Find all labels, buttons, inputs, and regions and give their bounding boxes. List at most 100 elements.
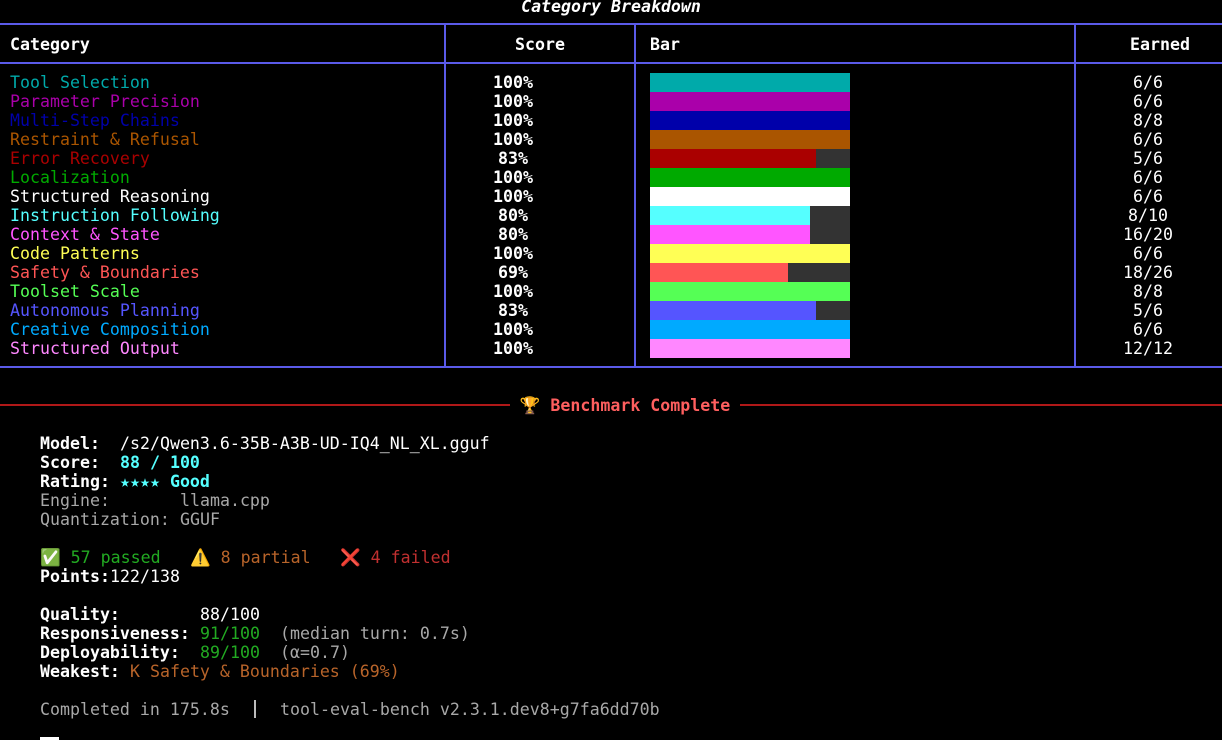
earned: 6/6 xyxy=(1133,73,1163,92)
bar xyxy=(650,168,850,187)
label: Points: xyxy=(40,567,110,586)
bar xyxy=(650,73,850,92)
rule xyxy=(0,404,510,406)
banner: 🏆 Benchmark Complete xyxy=(519,396,731,415)
header: Earned xyxy=(1130,35,1190,54)
score: 100% xyxy=(493,168,533,187)
score: 80% xyxy=(498,225,528,244)
earned: 12/12 xyxy=(1123,339,1173,358)
cursor xyxy=(40,737,59,740)
partial: ⚠️ 8 partial xyxy=(190,548,311,567)
note: (median turn: 0.7s) xyxy=(280,624,470,643)
bar xyxy=(650,244,850,263)
category: Parameter Precision xyxy=(10,92,200,111)
table-title: Category Breakdown xyxy=(521,0,701,16)
value: 91/100 xyxy=(200,624,260,643)
earned: 6/6 xyxy=(1133,130,1163,149)
bar xyxy=(650,187,850,206)
score: 100% xyxy=(493,111,533,130)
earned: 6/6 xyxy=(1133,320,1163,339)
label: Quality: xyxy=(40,605,120,624)
value: 88/100 xyxy=(200,605,260,624)
header: Bar xyxy=(650,35,680,54)
score: 100% xyxy=(493,187,533,206)
bar xyxy=(650,301,816,320)
separator xyxy=(254,700,256,718)
category: Localization xyxy=(10,168,130,187)
category: Instruction Following xyxy=(10,206,220,225)
score: 100% xyxy=(493,282,533,301)
border xyxy=(0,62,1222,64)
label: Quantization: xyxy=(40,510,170,529)
value: 122/138 xyxy=(110,567,180,586)
bar xyxy=(650,320,850,339)
score: 100% xyxy=(493,320,533,339)
bar xyxy=(650,225,810,244)
label: Rating: xyxy=(40,472,110,491)
label: Deployability: xyxy=(40,643,180,662)
label: Weakest: xyxy=(40,662,120,681)
bar xyxy=(650,263,788,282)
earned: 18/26 xyxy=(1123,263,1173,282)
score: 100% xyxy=(493,130,533,149)
score: 83% xyxy=(498,301,528,320)
value: /s2/Qwen3.6-35B-A3B-UD-IQ4_NL_XL.gguf xyxy=(120,434,490,453)
value: ★★★★ Good xyxy=(120,472,210,491)
value: 88 / 100 xyxy=(120,453,200,472)
label: Responsiveness: xyxy=(40,624,190,643)
passed: ✅ 57 passed xyxy=(40,548,161,567)
header: Score xyxy=(515,35,565,54)
value: llama.cpp xyxy=(180,491,270,510)
border xyxy=(444,23,446,368)
bar xyxy=(650,339,850,358)
bar xyxy=(650,282,850,301)
category: Multi-Step Chains xyxy=(10,111,180,130)
score: 80% xyxy=(498,206,528,225)
value: K Safety & Boundaries (69%) xyxy=(130,662,400,681)
border xyxy=(0,366,1222,368)
earned: 5/6 xyxy=(1133,301,1163,320)
score: 100% xyxy=(493,339,533,358)
category: Tool Selection xyxy=(10,73,150,92)
category: Toolset Scale xyxy=(10,282,140,301)
label: Engine: xyxy=(40,491,110,510)
bar xyxy=(650,130,850,149)
category: Autonomous Planning xyxy=(10,301,200,320)
score: 100% xyxy=(493,92,533,111)
rule xyxy=(740,404,1222,406)
earned: 6/6 xyxy=(1133,168,1163,187)
border xyxy=(0,23,1222,25)
header: Category xyxy=(10,35,90,54)
earned: 6/6 xyxy=(1133,244,1163,263)
bar xyxy=(650,92,850,111)
category: Restraint & Refusal xyxy=(10,130,200,149)
category: Context & State xyxy=(10,225,160,244)
earned: 5/6 xyxy=(1133,149,1163,168)
failed: ❌ 4 failed xyxy=(340,548,451,567)
label: Score: xyxy=(40,453,100,472)
value: GGUF xyxy=(180,510,220,529)
category: Structured Output xyxy=(10,339,180,358)
category: Structured Reasoning xyxy=(10,187,210,206)
value: 89/100 xyxy=(200,643,260,662)
earned: 8/10 xyxy=(1128,206,1168,225)
border xyxy=(1074,23,1076,368)
score: 100% xyxy=(493,244,533,263)
label: Model: xyxy=(40,434,100,453)
note: (α=0.7) xyxy=(280,643,350,662)
earned: 6/6 xyxy=(1133,187,1163,206)
category: Safety & Boundaries xyxy=(10,263,200,282)
border xyxy=(634,23,636,368)
score: 83% xyxy=(498,149,528,168)
category: Error Recovery xyxy=(10,149,150,168)
bar xyxy=(650,149,816,168)
earned: 8/8 xyxy=(1133,282,1163,301)
footer-version: tool-eval-bench v2.3.1.dev8+g7fa6dd70b xyxy=(280,700,660,719)
bar xyxy=(650,111,850,130)
earned: 16/20 xyxy=(1123,225,1173,244)
category: Creative Composition xyxy=(10,320,210,339)
earned: 6/6 xyxy=(1133,92,1163,111)
footer-completed: Completed in 175.8s xyxy=(40,700,230,719)
earned: 8/8 xyxy=(1133,111,1163,130)
